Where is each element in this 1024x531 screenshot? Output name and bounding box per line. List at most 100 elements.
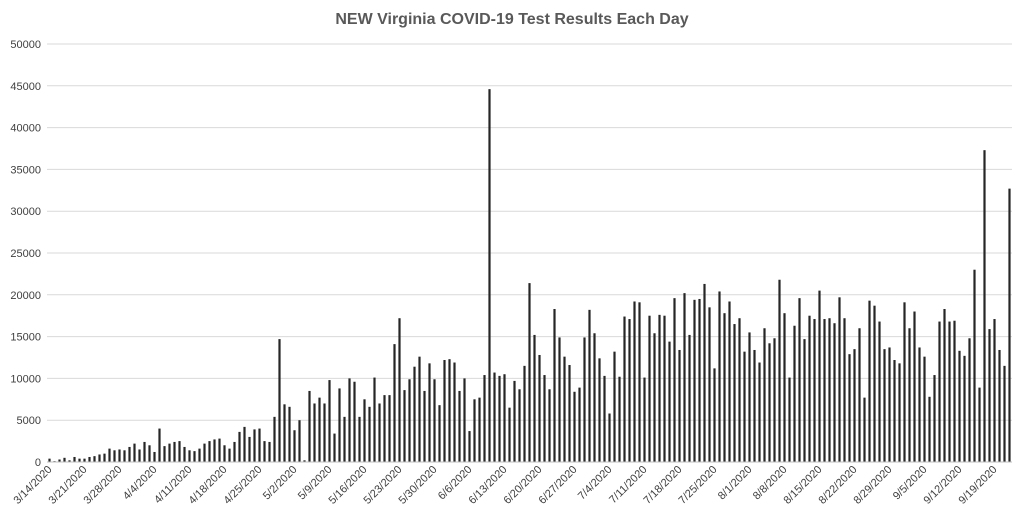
- bar: [408, 379, 411, 462]
- y-tick-label: 45000: [10, 81, 41, 93]
- bar: [423, 390, 426, 462]
- bar: [928, 396, 931, 462]
- bar: [258, 428, 261, 462]
- bar: [978, 387, 981, 462]
- bar: [363, 399, 366, 462]
- x-tick-label: 5/30/2020: [397, 464, 440, 507]
- bar: [548, 389, 551, 462]
- y-tick-label: 40000: [10, 123, 41, 135]
- bar: [853, 349, 856, 462]
- bar: [378, 403, 381, 462]
- bar: [148, 445, 151, 462]
- x-axis-ticks: 3/14/20203/21/20203/28/20204/4/20204/11/…: [12, 464, 1000, 507]
- bar: [348, 378, 351, 462]
- bar: [828, 318, 831, 462]
- bar: [458, 390, 461, 462]
- bar: [848, 354, 851, 462]
- bar: [698, 298, 701, 462]
- bar: [438, 405, 441, 462]
- y-tick-label: 10000: [10, 373, 41, 385]
- bar: [388, 395, 391, 462]
- bar: [683, 293, 686, 462]
- bar: [893, 360, 896, 462]
- bar: [818, 290, 821, 462]
- bar: [563, 356, 566, 462]
- bar: [98, 454, 101, 462]
- bar: [63, 457, 66, 462]
- y-tick-label: 35000: [10, 164, 41, 176]
- bar: [93, 456, 96, 462]
- bar: [223, 445, 226, 462]
- bar: [133, 443, 136, 462]
- bar: [968, 338, 971, 462]
- bar: [273, 416, 276, 462]
- bar: [243, 426, 246, 462]
- bar: [83, 458, 86, 462]
- bar: [428, 363, 431, 462]
- bar: [293, 430, 296, 462]
- bar: [638, 302, 641, 462]
- bar: [813, 319, 816, 462]
- bar: [938, 321, 941, 462]
- bar: [823, 319, 826, 462]
- bar: [468, 431, 471, 462]
- bar: [743, 351, 746, 462]
- bar: [653, 333, 656, 462]
- bar: [538, 354, 541, 462]
- bar: [908, 328, 911, 462]
- bar: [573, 391, 576, 462]
- bar: [863, 397, 866, 462]
- bar: [253, 429, 256, 462]
- y-axis-ticks: 0 5000 10000 15000 20000 25000 30000 35000 40000…: [10, 39, 41, 469]
- bar: [728, 301, 731, 462]
- bar: [118, 449, 121, 462]
- bar: [753, 349, 756, 462]
- bar: [313, 403, 316, 462]
- bar: [913, 311, 916, 462]
- bar: [298, 420, 301, 462]
- bar: [248, 436, 251, 462]
- bar: [153, 451, 156, 462]
- bar: [493, 372, 496, 462]
- bar: [303, 460, 306, 462]
- y-tick-label: 25000: [10, 248, 41, 260]
- bar: [873, 305, 876, 462]
- bar: [513, 380, 516, 462]
- bar: [648, 315, 651, 462]
- bar: [413, 366, 416, 462]
- x-tick-label: 7/25/2020: [677, 464, 720, 507]
- bar: [748, 332, 751, 462]
- bar: [733, 324, 736, 462]
- y-tick-label: 5000: [17, 415, 41, 427]
- bar: [788, 377, 791, 462]
- bar: [608, 413, 611, 462]
- bar: [523, 365, 526, 462]
- bar: [883, 349, 886, 462]
- bar: [503, 374, 506, 462]
- bar: [958, 350, 961, 462]
- bar: [1003, 365, 1006, 462]
- bar: [448, 359, 451, 462]
- bar: [658, 314, 661, 462]
- x-tick-label: 3/28/2020: [82, 464, 125, 507]
- bar: [373, 377, 376, 462]
- x-tick-label: 9/19/2020: [957, 464, 1000, 507]
- y-tick-label: 20000: [10, 290, 41, 302]
- bar: [78, 458, 81, 462]
- bar: [763, 328, 766, 462]
- bar: [263, 441, 266, 462]
- bar: [338, 388, 341, 462]
- x-tick-label: 5/2/2020: [261, 464, 300, 503]
- bar: [308, 390, 311, 462]
- bar: [668, 341, 671, 462]
- chart-title: NEW Virginia COVID-19 Test Results Each …: [335, 11, 688, 28]
- bar: [488, 89, 491, 462]
- bar: [333, 433, 336, 462]
- bar: [738, 318, 741, 462]
- bar: [963, 355, 966, 462]
- bar: [228, 448, 231, 462]
- y-tick-label: 50000: [10, 39, 41, 51]
- bar: [233, 441, 236, 462]
- bar: [568, 365, 571, 462]
